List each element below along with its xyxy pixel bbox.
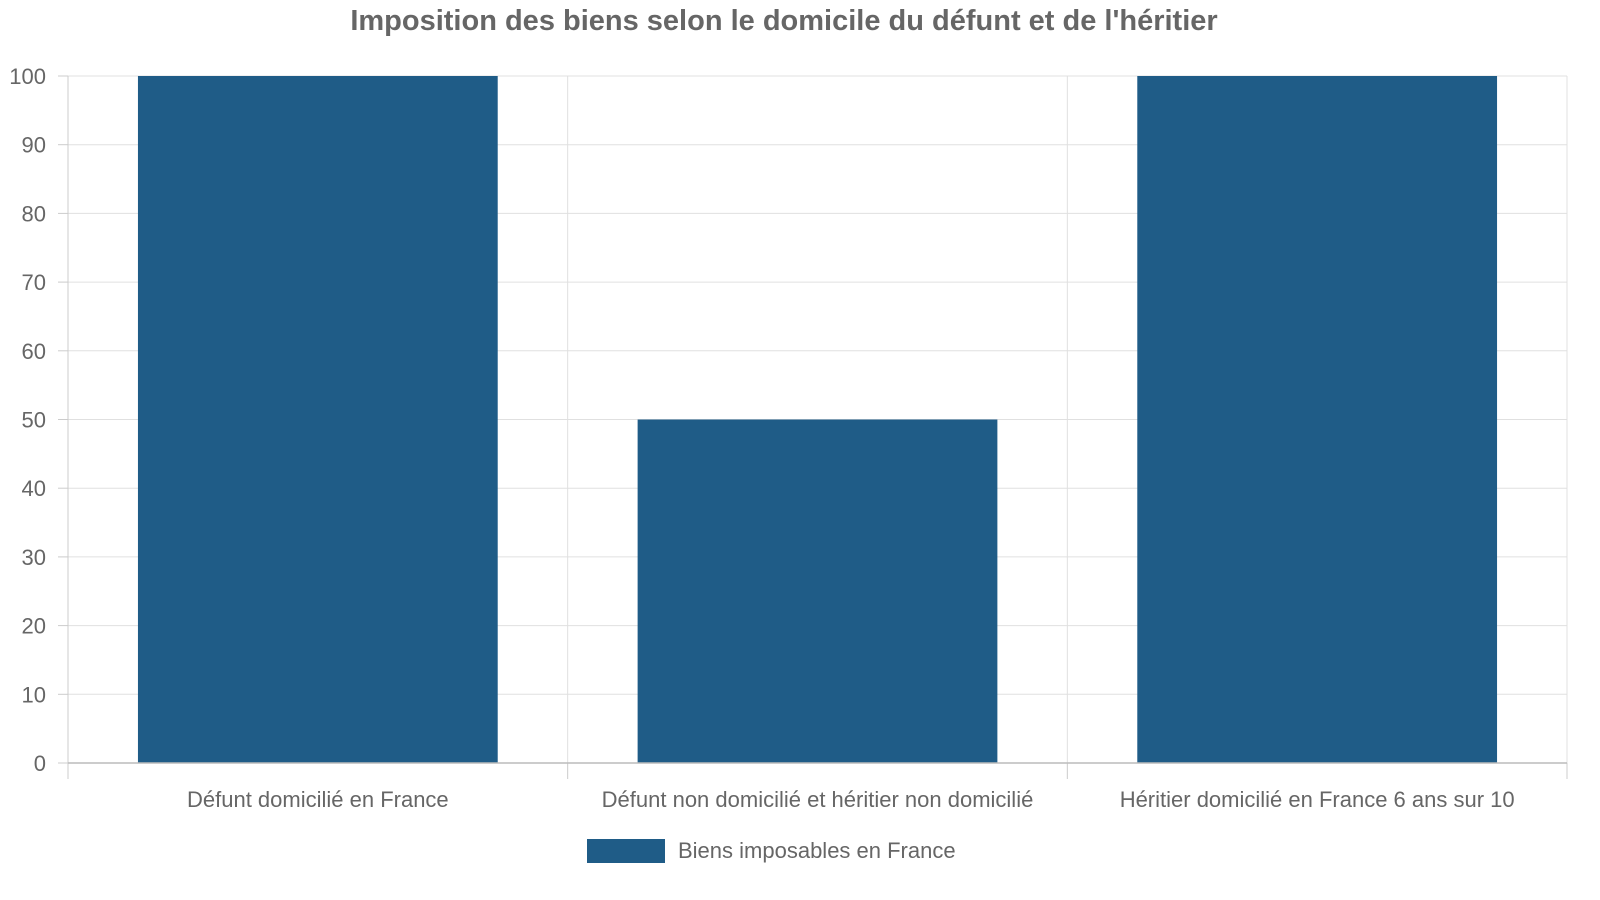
y-tick-label: 20	[22, 614, 46, 639]
x-tick-label: Défunt domicilié en France	[187, 787, 449, 812]
bars	[137, 76, 1498, 764]
legend[interactable]: Biens imposables en France	[587, 838, 956, 863]
y-tick-label: 80	[22, 201, 46, 226]
x-tick-label: Héritier domicilié en France 6 ans sur 1…	[1120, 787, 1515, 812]
axes	[58, 75, 1568, 779]
y-tick-label: 70	[22, 270, 46, 295]
x-axis-labels: Défunt domicilié en France Défunt non dom…	[187, 787, 1515, 812]
legend-swatch[interactable]	[587, 839, 665, 863]
y-tick-label: 10	[22, 682, 46, 707]
y-tick-label: 60	[22, 339, 46, 364]
bar[interactable]	[637, 419, 998, 764]
bar[interactable]	[137, 76, 498, 763]
y-axis-labels: 0 10 20 30 40 50 60 70 80 90 100	[9, 64, 46, 776]
y-tick-label: 30	[22, 545, 46, 570]
x-tick-label: Défunt non domicilié et héritier non dom…	[602, 787, 1034, 812]
y-tick-label: 100	[9, 64, 46, 89]
y-tick-label: 0	[34, 751, 46, 776]
y-tick-label: 50	[22, 408, 46, 433]
bar[interactable]	[1137, 76, 1498, 763]
y-tick-label: 90	[22, 133, 46, 158]
legend-label[interactable]: Biens imposables en France	[678, 838, 956, 863]
chart-title: Imposition des biens selon le domicile d…	[350, 5, 1217, 37]
y-tick-label: 40	[22, 476, 46, 501]
